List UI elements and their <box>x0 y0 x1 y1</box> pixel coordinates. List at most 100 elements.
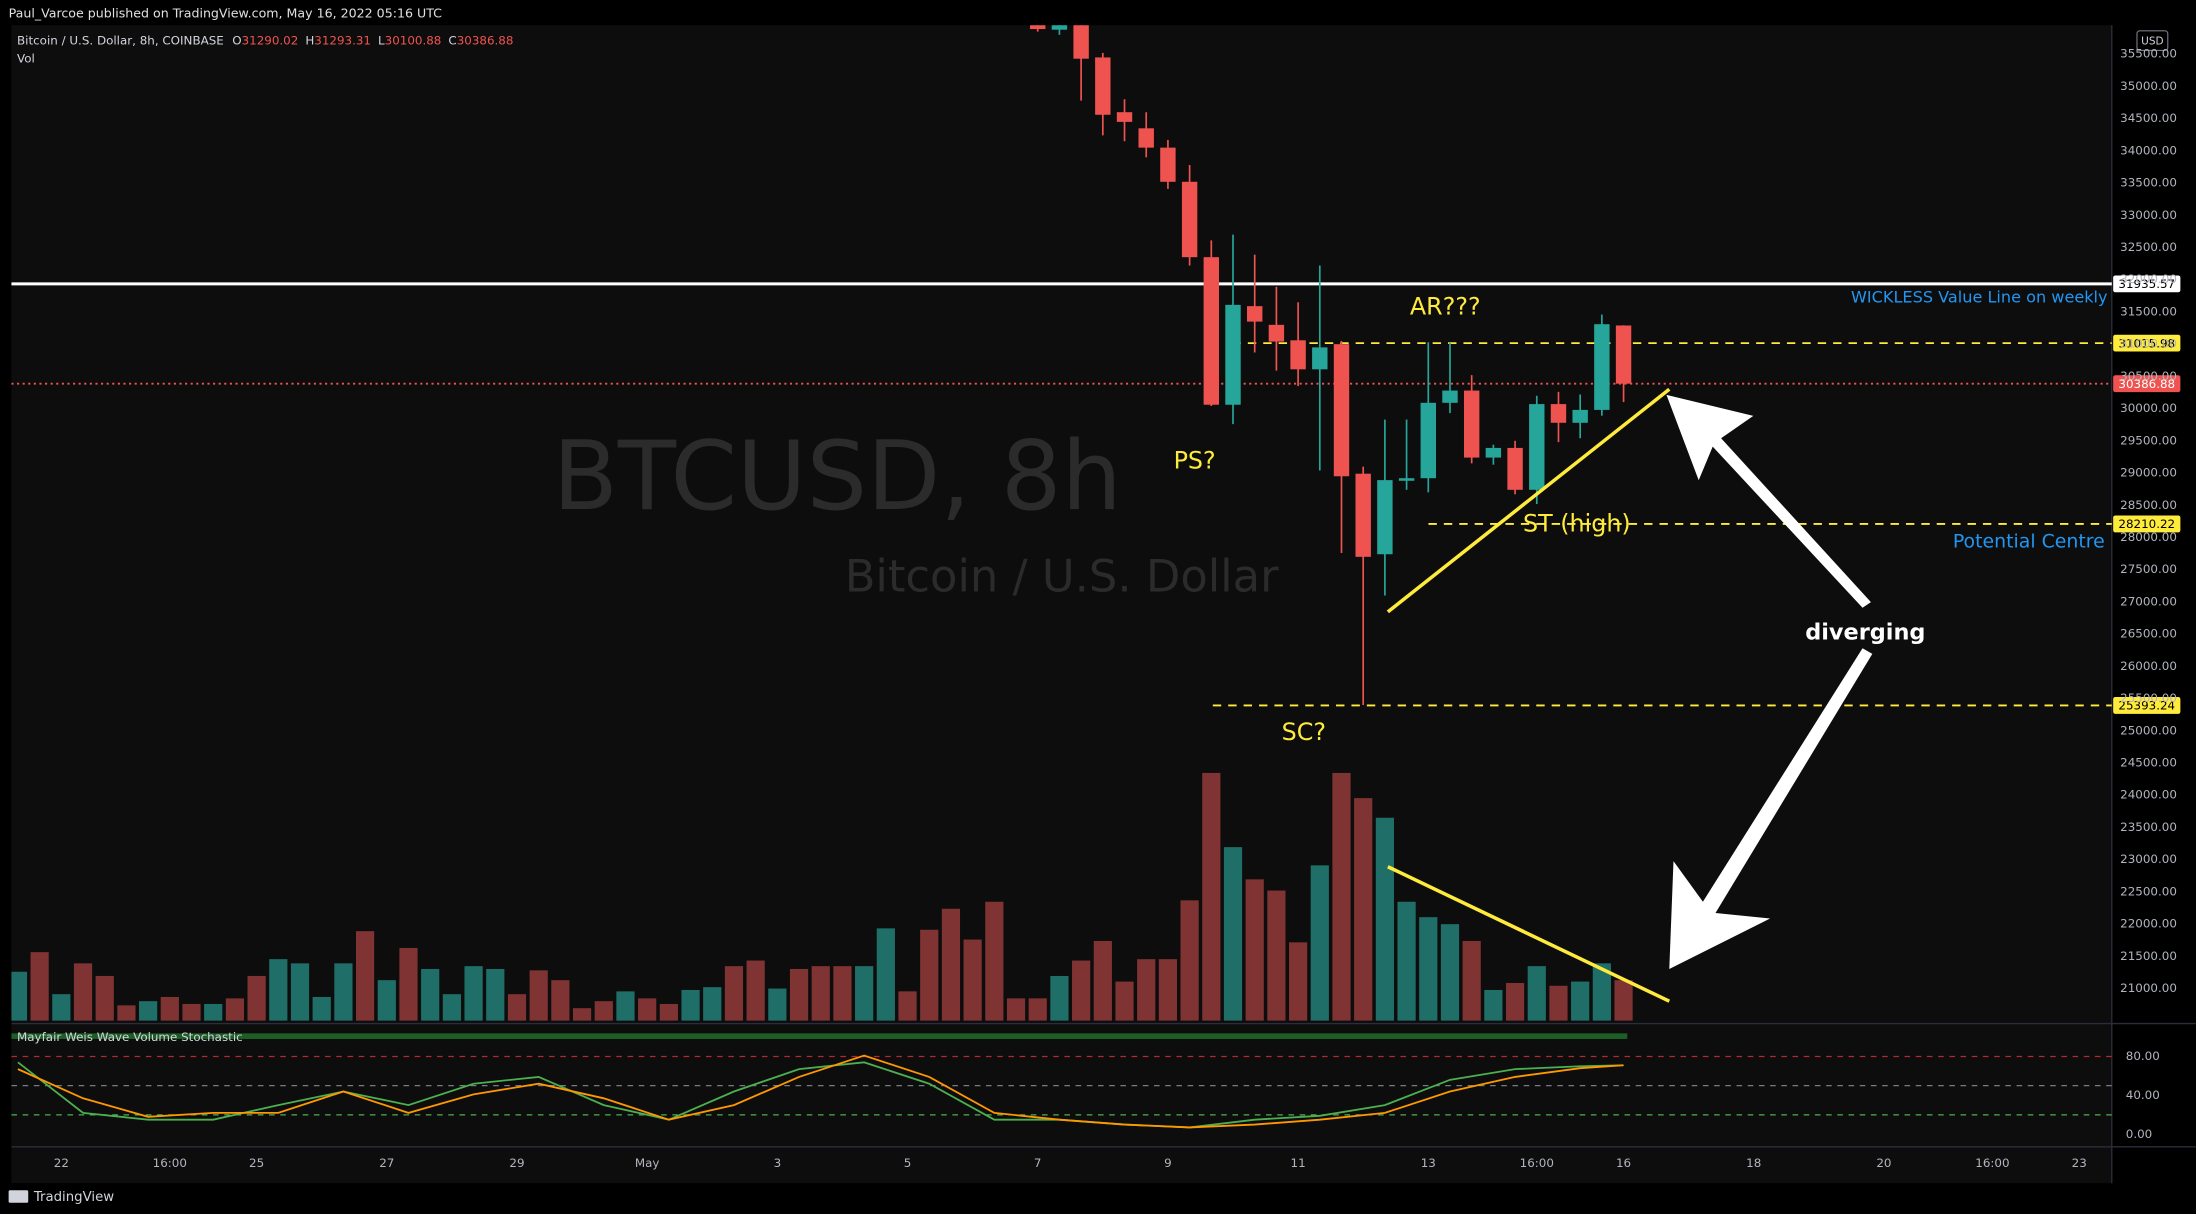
y-tick-label: 35000.00 <box>2120 79 2177 93</box>
y-tick-label: 30500.00 <box>2120 369 2177 383</box>
indicator-strip <box>11 1033 1628 1039</box>
x-tick-label: May <box>635 1156 660 1170</box>
volume-bar <box>1549 985 1568 1021</box>
volume-bar <box>1288 942 1308 1021</box>
candle-body <box>1138 128 1154 148</box>
volume-bar <box>11 971 28 1021</box>
y-tick-label: 21500.00 <box>2120 949 2177 963</box>
logo <box>8 1190 29 1203</box>
x-tick-label: 9 <box>1164 1156 1172 1170</box>
x-tick-label: 16:00 <box>1975 1156 2009 1170</box>
candle-body <box>1507 447 1523 490</box>
x-tick-label: 3 <box>774 1156 782 1170</box>
y-tick-label: 32500.00 <box>2120 240 2177 254</box>
ohlc-label: O <box>232 33 241 47</box>
symbol-line: Bitcoin / U.S. Dollar, 8h, COINBASE O3129… <box>17 33 513 47</box>
currency-box[interactable] <box>2136 30 2169 51</box>
volume-bar <box>1527 966 1546 1021</box>
volume-bar <box>1115 981 1134 1021</box>
annotation: Potential Centre <box>1953 530 2105 552</box>
volume-bar <box>1614 980 1633 1021</box>
candle-body <box>1073 25 1089 59</box>
volume-bar <box>30 952 49 1021</box>
candle-body <box>1594 324 1610 410</box>
volume-bar <box>898 991 917 1021</box>
volume-bar <box>421 968 440 1021</box>
volume-bar <box>1419 917 1438 1021</box>
volume-bar <box>1093 940 1112 1021</box>
volume-bar <box>789 968 809 1021</box>
arrow <box>1669 648 1873 969</box>
volume-bar <box>638 998 657 1021</box>
volume-bar <box>204 1003 223 1021</box>
y-tick-label: 24500.00 <box>2120 756 2177 770</box>
y-tick-label: 31000.00 <box>2120 337 2177 351</box>
y-tick-label: 25000.00 <box>2120 723 2177 737</box>
volume-bar <box>811 966 830 1021</box>
y-tick-label: 32000.00 <box>2120 272 2177 286</box>
volume-bar <box>1354 798 1373 1021</box>
volume-bar <box>876 928 895 1021</box>
candle-layer <box>1030 25 1632 706</box>
x-tick-label: 13 <box>1421 1156 1436 1170</box>
volume-bar <box>1158 959 1178 1021</box>
x-tick-label: 29 <box>509 1156 524 1170</box>
level-label: 31935.57 <box>2118 277 2175 291</box>
volume-bar <box>182 1003 201 1021</box>
volume-bar <box>941 908 961 1021</box>
volume-bar <box>117 1005 136 1021</box>
y-tick-label: 35500.00 <box>2120 47 2177 61</box>
x-tick-label: 22 <box>54 1156 69 1170</box>
y-tick-label: 27500.00 <box>2120 562 2177 576</box>
x-tick-label: 11 <box>1291 1156 1306 1170</box>
y-tick-label: 31500.00 <box>2120 304 2177 318</box>
x-tick-label: 23 <box>2072 1156 2087 1170</box>
volume-bar <box>73 963 93 1021</box>
candle-body <box>1377 480 1393 555</box>
volume-bar <box>746 960 765 1021</box>
y-tick-label: 22000.00 <box>2120 917 2177 931</box>
volume-bar <box>464 966 483 1021</box>
level-label: 30386.88 <box>2118 377 2175 391</box>
x-tick-label: 25 <box>249 1156 264 1170</box>
volume-bar <box>1072 960 1091 1021</box>
y-tick-label: 29500.00 <box>2120 433 2177 447</box>
y-tick-label: 27000.00 <box>2120 594 2177 608</box>
volume-bar <box>1571 981 1590 1021</box>
indicator-tick-label: 0.00 <box>2126 1127 2152 1141</box>
candle-body <box>1247 306 1263 322</box>
volume-bar <box>290 963 310 1021</box>
candle-body <box>1203 257 1220 405</box>
ohlc-label: H <box>305 33 314 47</box>
indicator-tick-label: 40.00 <box>2126 1088 2160 1102</box>
y-tick-label: 28000.00 <box>2120 530 2177 544</box>
level-label-box <box>2113 334 2181 352</box>
volume-bar <box>551 980 570 1021</box>
candle-body <box>1550 404 1567 423</box>
volume-bar <box>768 988 787 1021</box>
x-tick-label: 20 <box>1876 1156 1891 1170</box>
candle-body <box>1529 404 1545 490</box>
ohlc-value: 31290.02 <box>242 33 299 47</box>
volume-bar <box>1332 772 1351 1021</box>
candle-body <box>1312 347 1328 370</box>
volume-bar <box>1397 901 1416 1021</box>
volume-bar <box>985 901 1004 1021</box>
level-label: 28210.22 <box>2118 517 2175 531</box>
x-tick-label: 27 <box>379 1156 394 1170</box>
annotation: WICKLESS Value Line on weekly <box>1851 288 2108 307</box>
candle-body <box>1485 447 1502 458</box>
volume-bar <box>95 975 114 1021</box>
volume-bar <box>681 989 700 1021</box>
volume-bar <box>659 1003 678 1021</box>
volume-bar <box>1484 989 1503 1021</box>
volume-bar <box>442 994 461 1021</box>
annotation: AR??? <box>1410 293 1481 321</box>
currency: USD <box>2141 35 2163 47</box>
y-tick-label: 26000.00 <box>2120 659 2177 673</box>
volume-bar <box>616 991 635 1021</box>
level-label-box <box>2113 375 2181 393</box>
arrow <box>1666 394 1871 608</box>
volume-bar <box>486 968 505 1021</box>
